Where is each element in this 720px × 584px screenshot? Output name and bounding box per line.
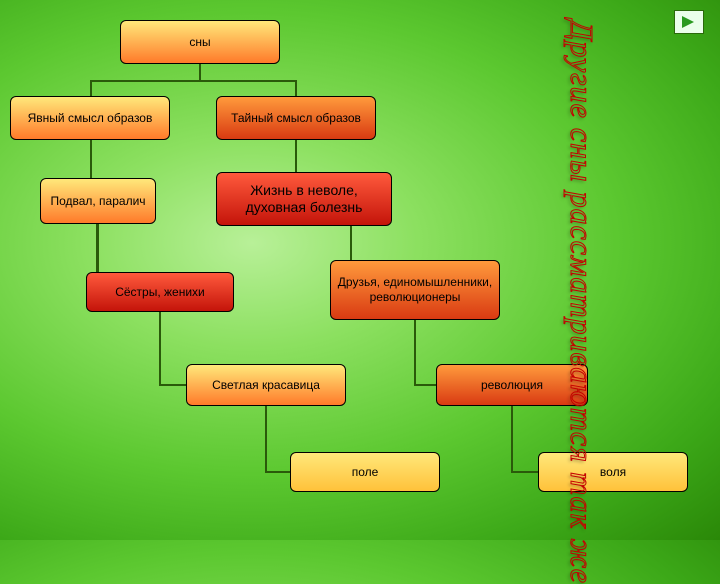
- edge: [265, 471, 291, 473]
- edge: [511, 406, 513, 472]
- arrow-right-icon: [680, 14, 698, 30]
- edge: [199, 64, 201, 80]
- node-zhizn: Жизнь в неволе, духовная болезнь: [216, 172, 392, 226]
- node-label: революция: [481, 378, 543, 393]
- node-label: Светлая красавица: [212, 378, 320, 393]
- side-title: Другие сны рассматриваются так же: [563, 20, 600, 584]
- edge: [97, 224, 99, 272]
- edge: [414, 384, 438, 386]
- node-label: воля: [600, 465, 626, 480]
- node-tajny: Тайный смысл образов: [216, 96, 376, 140]
- node-pole: поле: [290, 452, 440, 492]
- node-label: Жизнь в неволе, духовная болезнь: [223, 182, 385, 217]
- edge: [90, 80, 297, 82]
- node-yavny: Явный смысл образов: [10, 96, 170, 140]
- edge: [159, 384, 187, 386]
- edge: [295, 80, 297, 96]
- node-svetlaya: Светлая красавица: [186, 364, 346, 406]
- node-podval: Подвал, паралич: [40, 178, 156, 224]
- edge: [295, 140, 297, 172]
- edge: [90, 80, 92, 96]
- next-button[interactable]: [674, 10, 704, 34]
- node-volya: воля: [538, 452, 688, 492]
- node-label: Явный смысл образов: [28, 111, 153, 126]
- side-title-text: Другие сны рассматриваются так же: [564, 20, 600, 584]
- node-sny: сны: [120, 20, 280, 64]
- edge: [511, 471, 539, 473]
- node-label: Друзья, единомышленники, революционеры: [337, 275, 493, 305]
- node-label: Сёстры, женихи: [115, 285, 205, 300]
- edge: [414, 320, 416, 384]
- node-label: Подвал, паралич: [50, 194, 145, 209]
- node-label: Тайный смысл образов: [231, 111, 361, 126]
- edge: [265, 406, 267, 472]
- edge: [159, 312, 161, 384]
- node-label: поле: [352, 465, 379, 480]
- node-druzya: Друзья, единомышленники, революционеры: [330, 260, 500, 320]
- edge: [90, 140, 92, 178]
- node-label: сны: [189, 35, 210, 50]
- node-sestry: Сёстры, женихи: [86, 272, 234, 312]
- edge: [350, 226, 352, 260]
